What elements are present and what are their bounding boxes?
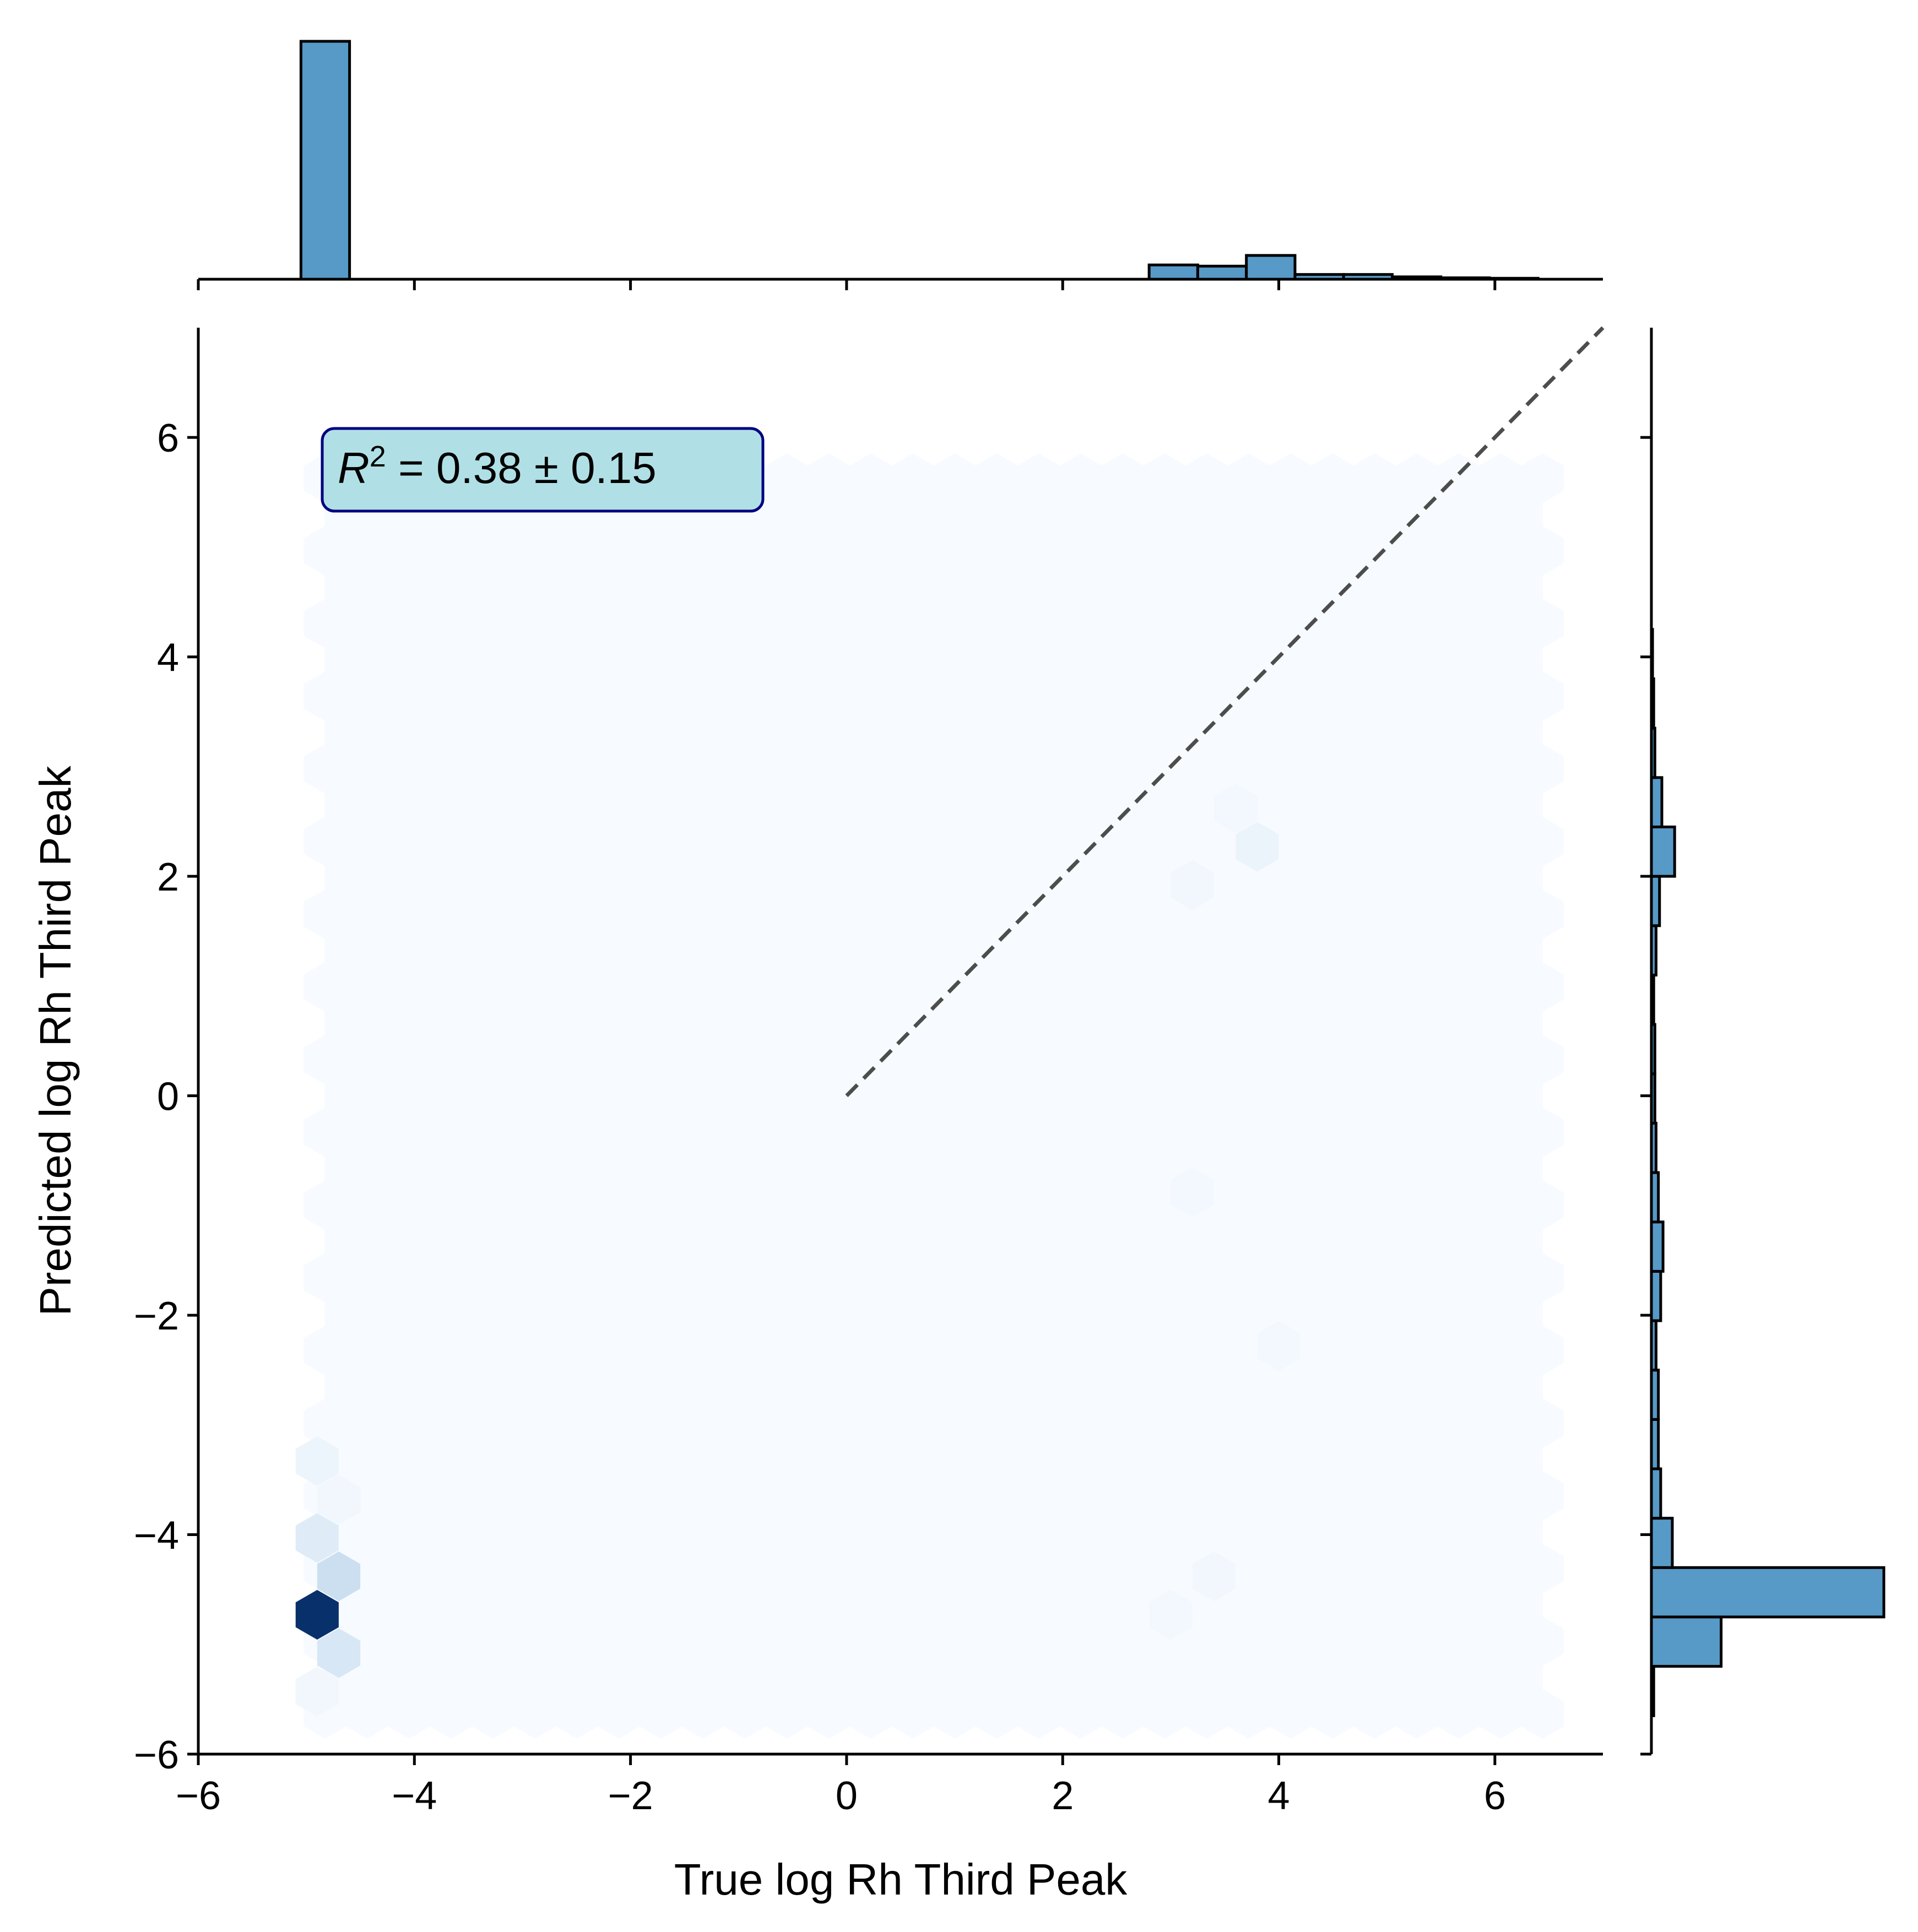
hexbin-cell xyxy=(317,1474,361,1524)
x-tick-label: 0 xyxy=(836,1774,858,1818)
hexbin-cell xyxy=(1171,1167,1214,1218)
right-marginal-ticks xyxy=(1640,436,1651,1756)
right-histogram-bar xyxy=(1650,1467,1662,1520)
hexbin-cell xyxy=(295,1667,339,1717)
y-tick-label: −4 xyxy=(134,1514,179,1558)
y-ticks: −6 −4 −2 0 2 4 6 xyxy=(134,416,198,1777)
hexbin-cell xyxy=(1149,1589,1193,1640)
identity-line xyxy=(845,326,1605,1098)
hexbin-cell xyxy=(317,1628,361,1678)
y-tick-label: 0 xyxy=(157,1075,179,1119)
r-squared-annotation: R2 = 0.38 ± 0.15 xyxy=(321,427,765,513)
hexbin-cell xyxy=(295,1513,339,1563)
top-histogram-bars xyxy=(299,40,1540,281)
y-tick-label: −2 xyxy=(134,1294,179,1338)
r-squared-symbol: R xyxy=(338,443,370,492)
right-marginal-histogram xyxy=(1640,328,1886,1756)
right-histogram-bar xyxy=(1650,776,1664,829)
right-histogram-bars xyxy=(1650,628,1886,1717)
top-marginal-ticks xyxy=(197,279,1497,290)
top-marginal-histogram xyxy=(197,40,1603,290)
hexbin-cell xyxy=(1236,822,1279,872)
hexbin-background-cell xyxy=(1521,1689,1564,1739)
y-axis-label: Predicted log Rh Third Peak xyxy=(31,765,80,1316)
hexbin-cell xyxy=(295,1436,339,1486)
right-histogram-bar xyxy=(1650,1517,1674,1569)
x-tick-label: −6 xyxy=(176,1774,221,1818)
r-squared-superscript: 2 xyxy=(370,440,386,473)
x-tick-label: 6 xyxy=(1484,1774,1506,1818)
x-axis-label: True log Rh Third Peak xyxy=(674,1855,1128,1904)
top-histogram-bar xyxy=(1196,264,1248,281)
x-tick-label: −4 xyxy=(392,1774,437,1818)
hexbin-cells xyxy=(295,783,1301,1717)
hexbin-cell xyxy=(1257,1321,1301,1371)
hexbin-cell xyxy=(1171,860,1214,910)
right-histogram-bar xyxy=(1650,1615,1723,1668)
hexbin-cell xyxy=(317,1551,361,1602)
y-tick-label: 4 xyxy=(157,636,179,680)
right-histogram-bar xyxy=(1650,1269,1662,1322)
hexbin-cell xyxy=(295,1589,339,1640)
r-squared-text: R2 = 0.38 ± 0.15 xyxy=(338,440,657,492)
x-ticks: −6 −4 −2 0 2 4 6 xyxy=(176,1754,1506,1818)
y-tick-label: 6 xyxy=(157,416,179,460)
top-histogram-bar xyxy=(1245,254,1297,281)
top-histogram-bar xyxy=(299,40,351,281)
r-squared-box xyxy=(321,427,765,513)
x-tick-label: −2 xyxy=(608,1774,653,1818)
x-tick-label: 2 xyxy=(1052,1774,1074,1818)
hexbin-background xyxy=(304,453,1564,1739)
right-histogram-bar xyxy=(1650,1566,1886,1619)
hexbin-cell xyxy=(1214,783,1258,833)
y-tick-label: −6 xyxy=(134,1733,179,1777)
x-tick-label: 4 xyxy=(1268,1774,1290,1818)
top-histogram-bar xyxy=(1147,263,1199,281)
joint-axes: −6 −4 −2 0 2 4 6 −6 −4 −2 0 2 4 6 True log Rh Third … xyxy=(31,326,1605,1904)
right-histogram-bar xyxy=(1650,1220,1665,1273)
y-tick-label: 2 xyxy=(157,855,179,899)
r-squared-value: = 0.38 ± 0.15 xyxy=(386,443,657,492)
hexbin-cell xyxy=(1192,1551,1236,1602)
right-histogram-bar xyxy=(1650,826,1676,878)
